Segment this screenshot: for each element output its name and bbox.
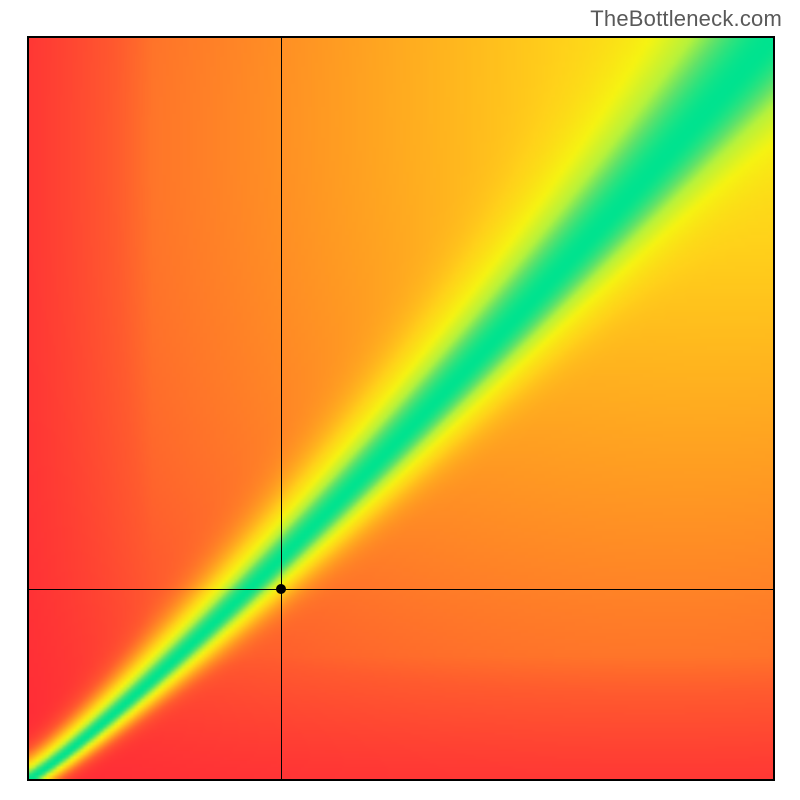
heatmap-canvas <box>29 38 773 779</box>
crosshair-horizontal <box>29 589 773 590</box>
crosshair-vertical <box>281 38 282 779</box>
watermark-text: TheBottleneck.com <box>590 6 782 32</box>
bottleneck-heatmap <box>27 36 775 781</box>
marker-dot <box>276 584 286 594</box>
